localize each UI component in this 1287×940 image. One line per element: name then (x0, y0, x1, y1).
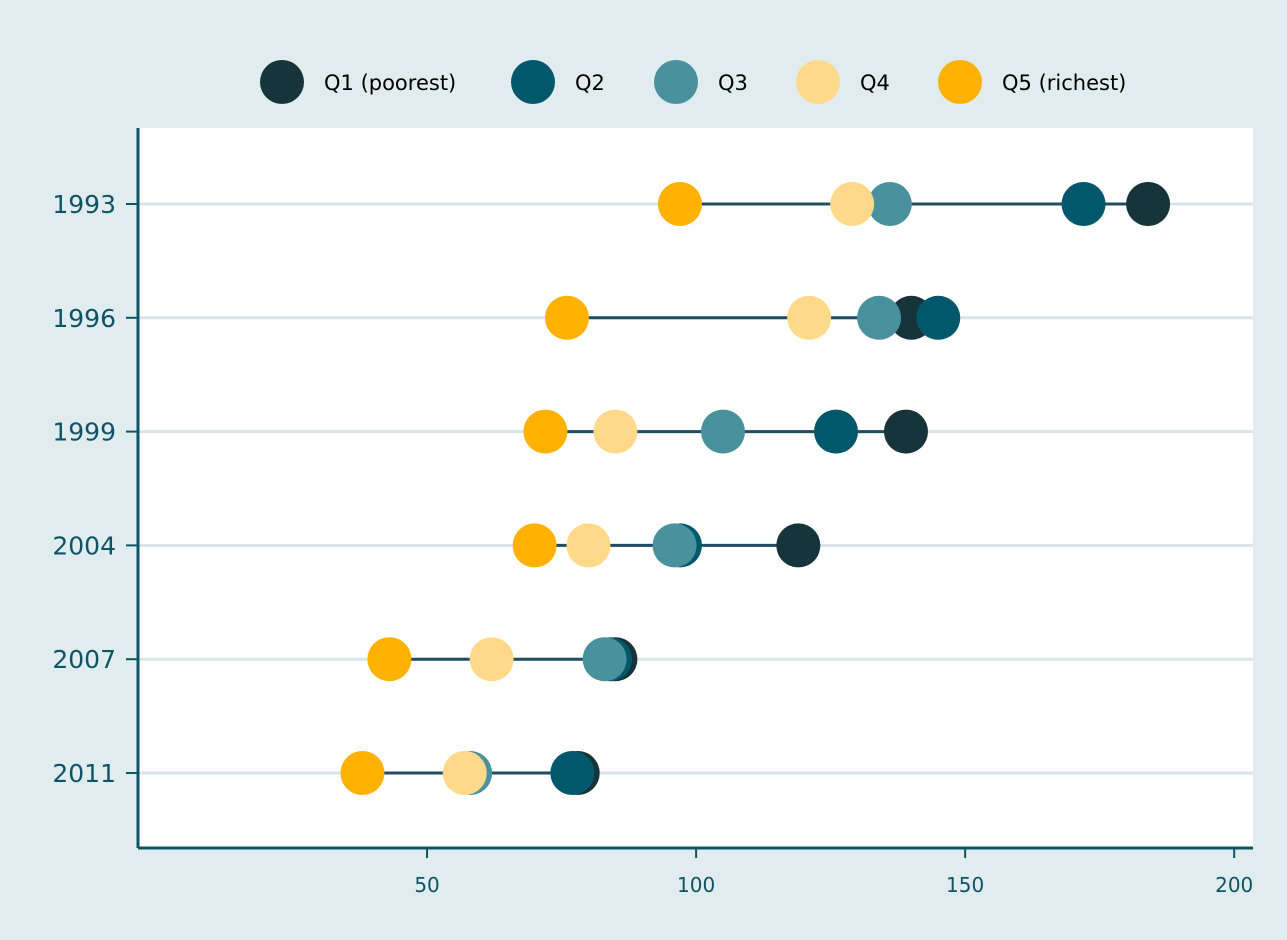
data-point (830, 182, 875, 226)
data-point (652, 523, 697, 568)
data-point (1126, 182, 1171, 226)
x-tick-label: 100 (677, 873, 715, 897)
data-point (367, 637, 412, 682)
legend-marker (511, 60, 555, 104)
y-tick-label: 2011 (52, 759, 116, 788)
legend-marker (938, 60, 982, 104)
x-tick-label: 200 (1215, 873, 1253, 897)
data-point (566, 523, 611, 568)
x-tick-labels: 50 100 150 200 (414, 873, 1253, 897)
data-point (916, 295, 961, 340)
plot-area (138, 128, 1253, 848)
data-point (867, 182, 912, 226)
data-point (787, 295, 832, 340)
data-point (469, 637, 514, 682)
legend-marker (654, 60, 698, 104)
data-point (883, 409, 928, 454)
x-tick-label: 150 (946, 873, 984, 897)
y-tick-label: 1996 (52, 304, 116, 333)
data-point (523, 409, 568, 454)
legend-label: Q2 (575, 71, 605, 95)
y-tick-label: 2007 (52, 645, 116, 674)
data-point (857, 295, 902, 340)
legend-label: Q3 (718, 71, 748, 95)
data-point (593, 409, 638, 454)
data-point (582, 637, 627, 682)
y-tick-labels: 1993 1996 1999 2004 2007 2011 (52, 190, 116, 788)
data-points (340, 182, 1171, 795)
axes (126, 128, 1253, 858)
data-point (512, 523, 557, 568)
data-point (657, 182, 702, 226)
data-point (340, 751, 385, 795)
legend-marker (260, 60, 304, 104)
legend-label: Q5 (richest) (1002, 71, 1126, 95)
data-point (1061, 182, 1106, 226)
data-point (701, 409, 746, 454)
x-tick-label: 50 (414, 873, 439, 897)
data-point (814, 409, 859, 454)
legend-label: Q1 (poorest) (324, 71, 456, 95)
legend-label: Q4 (860, 71, 890, 95)
data-point (550, 751, 595, 795)
legend-marker (796, 60, 840, 104)
data-point (442, 751, 487, 795)
data-point (776, 523, 821, 568)
y-tick-label: 1999 (52, 418, 116, 447)
data-point (544, 295, 589, 340)
y-tick-label: 1993 (52, 190, 116, 219)
legend: Q1 (poorest) Q2 Q3 Q4 Q5 (richest) (260, 60, 1126, 104)
y-tick-label: 2004 (52, 531, 116, 560)
